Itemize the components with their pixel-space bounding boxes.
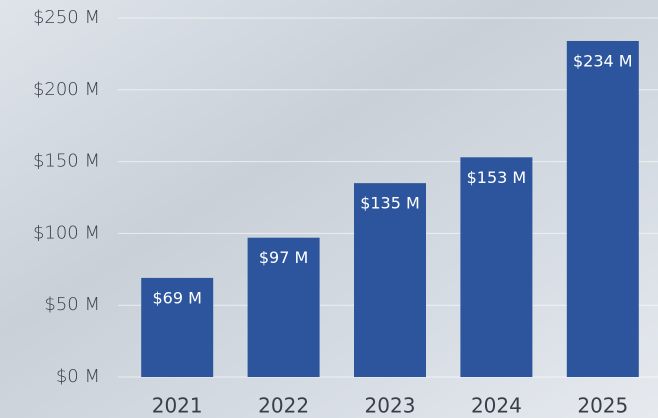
- y-tick-label: $150 M: [33, 151, 100, 172]
- x-tick-label: 2021: [152, 394, 203, 418]
- y-tick-label: $200 M: [33, 79, 100, 100]
- value-label: $69 M: [152, 288, 201, 307]
- bar: [354, 183, 426, 377]
- value-label: $135 M: [360, 194, 420, 213]
- value-label: $153 M: [467, 168, 527, 187]
- value-label: $234 M: [573, 51, 633, 70]
- y-tick-label: $50 M: [44, 294, 100, 315]
- bar: [460, 157, 533, 377]
- y-tick-label: $250 M: [33, 7, 100, 28]
- bar: [141, 277, 214, 377]
- value-label: $97 M: [259, 248, 308, 267]
- y-tick-label: $100 M: [33, 222, 100, 243]
- bar: [566, 40, 639, 377]
- x-tick-label: 2023: [365, 394, 416, 418]
- x-tick-label: 2022: [258, 394, 309, 418]
- bar: [247, 237, 320, 377]
- x-tick-label: 2025: [577, 394, 628, 418]
- y-tick-label: $0 M: [56, 366, 100, 387]
- x-tick-label: 2024: [471, 394, 522, 418]
